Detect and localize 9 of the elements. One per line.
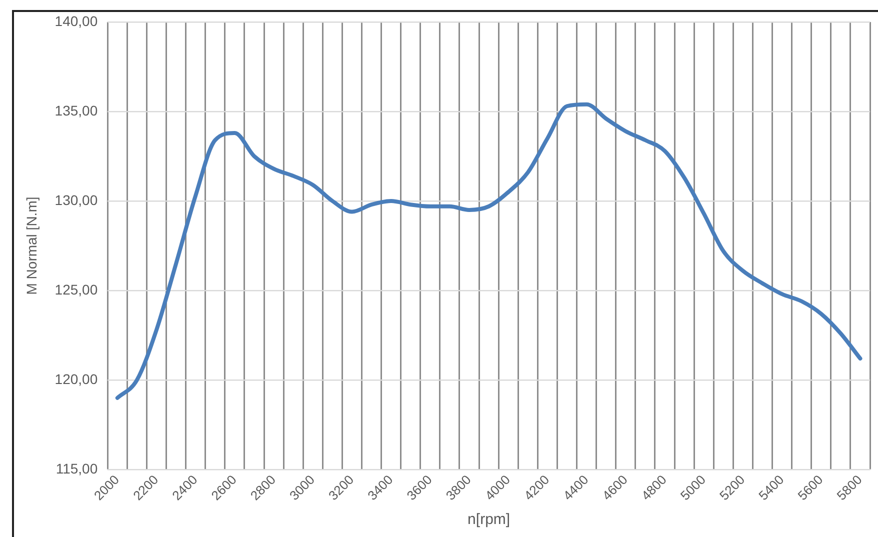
line-series [115,102,862,400]
y-tick-label: 120,00 [54,370,98,387]
y-axis-title: M Normal [N.m] [23,196,40,295]
y-tick-label: 135,00 [54,102,98,118]
x-axis-title: n[rpm] [468,511,510,528]
y-tick-label: 125,00 [54,281,98,298]
y-tick-label: 130,00 [54,192,98,208]
y-tick-label: 140,00 [54,12,98,29]
y-tick-label: 115,00 [56,460,98,476]
